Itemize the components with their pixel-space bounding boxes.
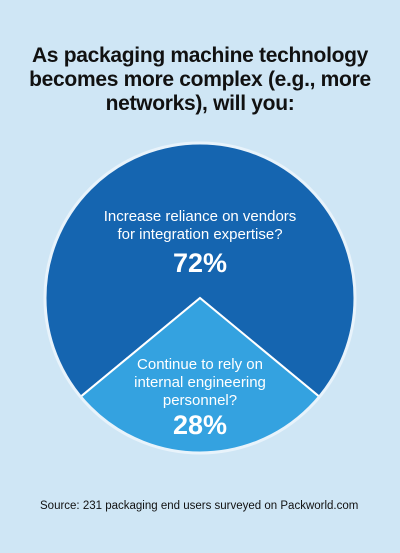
data-label: 28% <box>172 410 228 440</box>
data-label: 72% <box>172 248 228 278</box>
source-note: Source: 231 packaging end users surveyed… <box>40 500 359 512</box>
pie-rim <box>43 141 357 455</box>
slice-label: Increase reliance on vendors for integra… <box>103 208 297 243</box>
chart-title: As packaging machine technology becomes … <box>29 44 371 115</box>
slice-label: Continue to rely on internal engineering… <box>134 356 266 409</box>
